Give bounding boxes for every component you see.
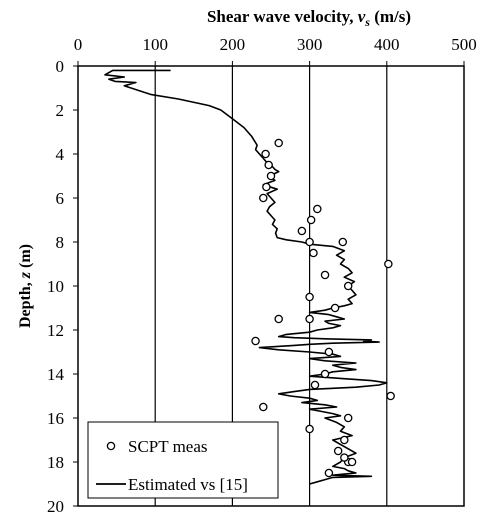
scpt-point xyxy=(347,457,357,467)
scpt-point xyxy=(340,453,349,462)
scpt-point xyxy=(343,413,353,423)
scpt-point xyxy=(305,237,314,247)
x-tick-layer: 0 100 200 300 400 500 xyxy=(74,35,477,66)
y-tick-label: 12 xyxy=(47,321,64,340)
y-tick-label: 8 xyxy=(56,233,65,252)
scpt-point xyxy=(384,259,393,269)
scpt-point xyxy=(338,237,348,247)
y-tick-label: 6 xyxy=(56,189,65,208)
chart-title: Shear wave velocity, vs (m/s) xyxy=(207,7,411,29)
y-tick-label: 10 xyxy=(47,277,64,296)
scpt-point xyxy=(324,468,334,478)
scpt-point xyxy=(310,380,320,390)
estimated-velocity-line xyxy=(104,69,388,485)
scpt-point xyxy=(259,193,268,203)
y-tick-label: 4 xyxy=(56,145,65,164)
x-tick-label: 300 xyxy=(297,35,323,54)
scpt-point xyxy=(251,336,260,346)
y-tick-label: 2 xyxy=(56,101,65,120)
legend-box xyxy=(87,421,279,499)
scpt-point xyxy=(297,226,307,236)
y-axis-label: Depth, z (m) xyxy=(17,244,34,328)
scpt-point xyxy=(333,446,343,456)
x-tick-label: 200 xyxy=(220,35,246,54)
scpt-point xyxy=(266,171,276,181)
legend-label-scpt: SCPT meas xyxy=(128,437,208,456)
scpt-point xyxy=(305,292,314,302)
scpt-point xyxy=(274,138,283,148)
scpt-point xyxy=(313,204,322,214)
scpt-point xyxy=(261,149,270,159)
scpt-point xyxy=(343,281,353,291)
scpt-point xyxy=(320,369,330,379)
legend: SCPT meas Estimated vs [15] xyxy=(87,421,279,499)
legend-label-estimated: Estimated vs [15] xyxy=(128,475,248,494)
scpt-point xyxy=(259,402,268,412)
x-tick-label: 0 xyxy=(74,35,83,54)
y-tick-label: 20 xyxy=(47,497,64,513)
scpt-point xyxy=(386,391,395,401)
x-tick-label: 100 xyxy=(142,35,168,54)
point-layer xyxy=(251,138,395,478)
scpt-point xyxy=(274,314,283,324)
y-tick-label: 14 xyxy=(47,365,65,384)
scpt-point xyxy=(309,248,318,258)
scpt-point xyxy=(306,215,316,225)
scpt-point xyxy=(305,314,314,324)
scpt-point xyxy=(320,270,330,280)
scpt-point xyxy=(264,160,273,170)
scpt-point xyxy=(262,182,271,192)
line-layer xyxy=(104,69,388,485)
y-tick-layer: 0 2 4 6 8 10 12 14 16 18 20 xyxy=(47,57,78,513)
scpt-point xyxy=(305,424,314,434)
legend-marker-circle xyxy=(106,441,116,451)
y-tick-label: 0 xyxy=(56,57,65,76)
scpt-point xyxy=(330,303,340,313)
scpt-point xyxy=(340,435,349,445)
scpt-point xyxy=(324,347,334,357)
y-tick-label: 18 xyxy=(47,453,64,472)
y-tick-label: 16 xyxy=(47,409,64,428)
x-tick-label: 500 xyxy=(451,35,477,54)
x-tick-label: 400 xyxy=(374,35,400,54)
